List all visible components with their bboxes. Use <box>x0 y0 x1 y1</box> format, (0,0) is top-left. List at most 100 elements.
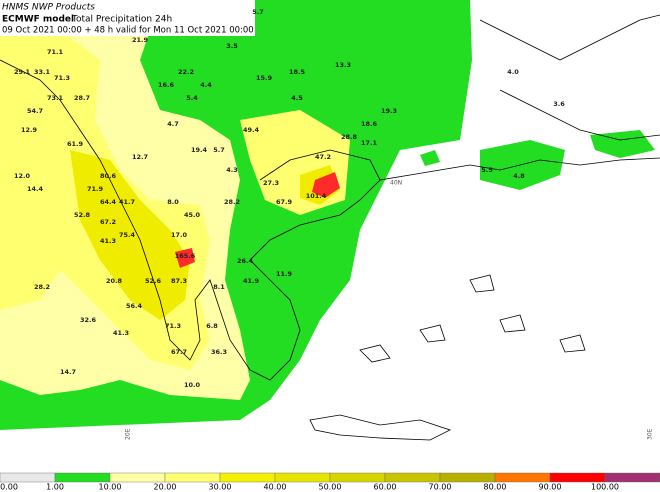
colorbar-swatch <box>54 472 111 483</box>
value-label: 75.4 <box>119 231 136 239</box>
colorbar-label: 40.00 <box>264 483 287 492</box>
value-label: 41.9 <box>243 277 260 285</box>
value-label: 4.7 <box>167 120 179 128</box>
value-label: 14.4 <box>27 185 44 193</box>
value-label: 54.7 <box>27 107 43 115</box>
colorbar-swatch <box>384 472 441 483</box>
value-label: 49.4 <box>243 126 260 134</box>
coast <box>0 59 381 381</box>
header-source: HNMS NWP Products <box>2 3 95 13</box>
value-label: 87.3 <box>171 277 187 285</box>
value-label: 45.0 <box>184 211 201 219</box>
precip-green-east <box>420 150 440 166</box>
colorbar-swatch <box>329 472 386 483</box>
colorbar-label: 10.00 <box>99 483 122 492</box>
value-label: 5.7 <box>252 8 264 16</box>
precip-red <box>175 248 195 268</box>
value-label: 18.5 <box>289 68 306 76</box>
colorbar-label: 80.00 <box>484 483 507 492</box>
value-label: 61.9 <box>67 140 84 148</box>
value-label: 5.7 <box>213 146 225 154</box>
value-labels: 5.721.93.571.129.1 33.171.322.215.918.513… <box>14 8 565 389</box>
colorbar-swatch <box>164 472 221 483</box>
value-label: 11.9 <box>276 270 293 278</box>
value-label: 73.1 <box>47 94 64 102</box>
precip-yellow-dark <box>70 150 190 320</box>
value-label: 6.8 <box>206 322 218 330</box>
value-label: 4.5 <box>291 94 303 102</box>
header-box <box>0 0 255 36</box>
grid-label: 40N <box>390 180 402 187</box>
colorbar: 0.00 1.00 10.00 20.00 30.00 40.00 50.00 60.00 70… <box>0 472 660 492</box>
value-label: 26.4 <box>237 257 254 265</box>
value-label: 67.7 <box>171 348 187 356</box>
colorbar-swatch <box>109 472 166 483</box>
colorbar-swatch <box>549 472 606 483</box>
colorbar-label: 50.00 <box>319 483 342 492</box>
colorbar-label: 70.00 <box>429 483 452 492</box>
value-label: 8.1 <box>213 283 225 291</box>
value-label: 71.3 <box>165 322 181 330</box>
value-label: 71.1 <box>47 48 64 56</box>
value-label: 32.6 <box>80 316 97 324</box>
colorbar-swatch <box>274 472 331 483</box>
value-label: 41.3 <box>100 237 116 245</box>
value-label: 165.6 <box>175 252 196 260</box>
value-label: 8.0 <box>167 198 179 206</box>
colorbar-label: 90.00 <box>539 483 562 492</box>
value-label: 4.3 <box>226 166 238 174</box>
value-label: 80.6 <box>100 172 117 180</box>
value-label: 28.8 <box>341 133 358 141</box>
value-label: 13.3 <box>335 61 351 69</box>
value-label: 64.4 <box>100 198 117 206</box>
coast <box>479 14 660 61</box>
grid-label: 30E <box>647 428 654 440</box>
colorbar-swatch <box>494 472 551 483</box>
value-label: 20.8 <box>106 277 123 285</box>
value-label: 15.9 <box>256 74 273 82</box>
value-label: 12.0 <box>14 172 31 180</box>
precip-green-east <box>480 140 565 190</box>
colorbar-label: 1.00 <box>46 483 64 492</box>
value-label: 16.6 <box>158 81 175 89</box>
value-label: 28.7 <box>74 94 90 102</box>
colorbar-label: 20.00 <box>154 483 177 492</box>
value-label: 52.6 <box>145 277 162 285</box>
value-label: 19.3 <box>381 107 397 115</box>
colorbar-swatch <box>439 472 496 483</box>
colorbar-swatch <box>219 472 276 483</box>
precip-green-east <box>590 130 655 158</box>
value-label: 67.9 <box>276 198 293 206</box>
colorbar-swatch <box>604 472 660 483</box>
coast <box>379 157 660 181</box>
colorbar-label: 30.00 <box>209 483 232 492</box>
colorbar-label: 60.00 <box>374 483 397 492</box>
header-model: ECMWF model <box>2 15 74 25</box>
value-label: 3.6 <box>553 100 565 108</box>
value-label: 3.5 <box>226 42 238 50</box>
value-label: 12.7 <box>132 153 148 161</box>
value-label: 17.0 <box>171 231 188 239</box>
value-label: 4.8 <box>513 172 525 180</box>
value-label: 71.3 <box>54 74 70 82</box>
precip-red <box>312 172 340 198</box>
coast <box>359 274 586 363</box>
coast <box>499 89 660 141</box>
value-label: 12.9 <box>21 126 38 134</box>
value-label: 28.2 <box>224 198 240 206</box>
value-label: 56.4 <box>126 302 143 310</box>
grid-label: 20E <box>125 428 132 440</box>
value-label: 33.1 <box>34 68 51 76</box>
coast <box>309 414 452 441</box>
value-label: 22.2 <box>178 68 194 76</box>
value-label: 17.1 <box>361 139 378 147</box>
value-label: 5.5 <box>481 166 493 174</box>
value-label: 19.4 <box>191 146 208 154</box>
value-label: 41.3 <box>113 329 129 337</box>
value-label: 41.7 <box>119 198 135 206</box>
header-field: Total Precipitation 24h <box>71 15 172 25</box>
colorbar-label: 0.00 <box>0 483 18 492</box>
value-label: 36.3 <box>211 348 227 356</box>
value-label: 21.9 <box>132 36 149 44</box>
